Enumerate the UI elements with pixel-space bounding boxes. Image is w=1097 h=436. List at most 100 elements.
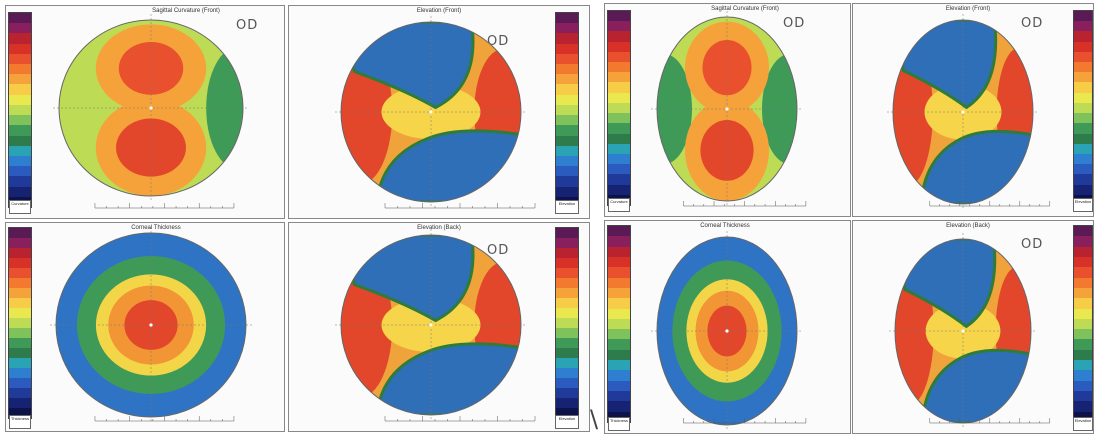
map-title: Corneal Thickness bbox=[131, 225, 181, 231]
colorbar-swatch bbox=[608, 72, 630, 83]
thickness-map bbox=[50, 227, 252, 423]
center-point bbox=[725, 329, 729, 333]
colorbar-swatch bbox=[1074, 41, 1092, 53]
colorbar-swatch bbox=[1074, 174, 1092, 186]
right-sagittal-panel: Curvature Sagittal Curvature (Front) OD bbox=[604, 3, 851, 217]
colorbar-swatch bbox=[608, 329, 630, 340]
colorbar-swatch bbox=[1074, 401, 1092, 413]
colorbar-swatch bbox=[9, 176, 31, 188]
eye-label: OD bbox=[1021, 237, 1044, 252]
center-point bbox=[429, 110, 433, 114]
elevation-front-map bbox=[887, 14, 1051, 210]
low-region-top bbox=[895, 239, 997, 329]
colorbar-swatch bbox=[9, 268, 31, 279]
colorbar-label-box: Elevation bbox=[1073, 198, 1093, 212]
map-title: Elevation (Front) bbox=[416, 8, 462, 14]
colorbar-swatch bbox=[556, 64, 578, 75]
colorbar-swatch bbox=[556, 94, 578, 106]
low-region-top bbox=[341, 235, 475, 323]
colorbar-swatch bbox=[608, 92, 630, 104]
colorbar-swatch bbox=[9, 258, 31, 269]
left-elevation-front-panel: Elevation (Front) OD Elevation bbox=[288, 5, 590, 219]
center-point bbox=[149, 106, 153, 110]
colorbar-swatch bbox=[556, 176, 578, 188]
colorbar-swatch bbox=[556, 228, 578, 239]
colorbar-swatch bbox=[1074, 277, 1092, 289]
colorbar-label-box: Thickness bbox=[608, 417, 630, 431]
colorbar-swatch bbox=[556, 348, 578, 359]
colorbar-swatch bbox=[1074, 51, 1092, 63]
colorbar-swatch bbox=[9, 186, 31, 198]
colorbar-swatch bbox=[556, 298, 578, 309]
left-sagittal-panel: Curvature Sagittal Curvature (Front) OD bbox=[5, 5, 285, 219]
colorbar-swatch bbox=[556, 135, 578, 147]
colorbar-swatch bbox=[608, 339, 630, 351]
left-elevation-back-panel: Elevation (Back) OD Elevation bbox=[288, 222, 590, 432]
colorbar-swatch bbox=[1074, 370, 1092, 382]
colorbar-swatch bbox=[556, 338, 578, 349]
low-region-top bbox=[341, 22, 475, 110]
colorbar bbox=[607, 225, 631, 423]
colorbar-swatch bbox=[556, 368, 578, 379]
colorbar-swatch bbox=[608, 287, 630, 299]
low-region-top bbox=[893, 20, 998, 110]
colorbar-swatch bbox=[556, 248, 578, 259]
colorbar-swatch bbox=[1074, 329, 1092, 340]
eye-label: OD bbox=[236, 18, 259, 33]
sagittal-map bbox=[651, 11, 807, 207]
colorbar-swatch bbox=[608, 62, 630, 73]
colorbar-swatch bbox=[9, 368, 31, 379]
eye-label: OD bbox=[783, 16, 806, 31]
map-title: Corneal Thickness bbox=[700, 223, 750, 229]
colorbar-swatch bbox=[608, 82, 630, 94]
right-thickness-panel: Thickness Corneal Thickness bbox=[604, 220, 851, 434]
colorbar-label-box: Curvature bbox=[608, 198, 630, 212]
eye-label: OD bbox=[487, 243, 510, 258]
colorbar-swatch bbox=[9, 23, 31, 34]
colorbar-swatch bbox=[9, 155, 31, 167]
colorbar-swatch bbox=[556, 115, 578, 126]
map-title: Elevation (Front) bbox=[945, 6, 991, 12]
colorbar-swatch bbox=[608, 391, 630, 402]
right-elevation-front-panel: Elevation (Front) OD Elevation bbox=[852, 3, 1094, 217]
colorbar-swatch bbox=[9, 53, 31, 65]
colorbar-swatch bbox=[9, 135, 31, 147]
colorbar-swatch bbox=[1074, 92, 1092, 104]
colorbar-swatch bbox=[608, 102, 630, 114]
center-point bbox=[725, 107, 729, 111]
colorbar-swatch bbox=[608, 226, 630, 237]
colorbar-swatch bbox=[608, 153, 630, 165]
elevation-back-map bbox=[889, 233, 1051, 429]
colorbar-swatch bbox=[556, 288, 578, 299]
colorbar-swatch bbox=[1074, 287, 1092, 299]
colorbar-swatch bbox=[556, 155, 578, 167]
right-elevation-back-panel: Elevation (Back) OD Elevation bbox=[852, 220, 1094, 434]
colorbar-swatch bbox=[9, 166, 31, 177]
colorbar-swatch bbox=[1074, 308, 1092, 320]
colorbar-swatch bbox=[9, 318, 31, 329]
map-title: Sagittal Curvature (Front) bbox=[152, 8, 220, 14]
colorbar-swatch bbox=[556, 74, 578, 85]
colorbar-swatch bbox=[608, 318, 630, 330]
center-point bbox=[961, 329, 965, 333]
colorbar-swatch bbox=[9, 388, 31, 399]
colorbar bbox=[555, 12, 579, 208]
colorbar-swatch bbox=[608, 370, 630, 382]
colorbar-swatch bbox=[556, 308, 578, 319]
colorbar-swatch bbox=[1074, 339, 1092, 351]
colorbar-swatch bbox=[1074, 184, 1092, 196]
colorbar-swatch bbox=[1074, 246, 1092, 258]
colorbar-swatch bbox=[9, 115, 31, 126]
colorbar-swatch bbox=[9, 238, 31, 249]
colorbar-swatch bbox=[1074, 62, 1092, 73]
map-title: Sagittal Curvature (Front) bbox=[711, 6, 779, 12]
core-top bbox=[118, 42, 184, 95]
colorbar-swatch bbox=[608, 113, 630, 124]
colorbar-swatch bbox=[9, 125, 31, 137]
colorbar-label-box: Elevation bbox=[1073, 417, 1093, 431]
colorbar-swatch bbox=[608, 380, 630, 392]
colorbar bbox=[555, 227, 579, 419]
colorbar-swatch bbox=[608, 401, 630, 413]
colorbar-swatch bbox=[556, 258, 578, 269]
colorbar-swatch bbox=[9, 338, 31, 349]
